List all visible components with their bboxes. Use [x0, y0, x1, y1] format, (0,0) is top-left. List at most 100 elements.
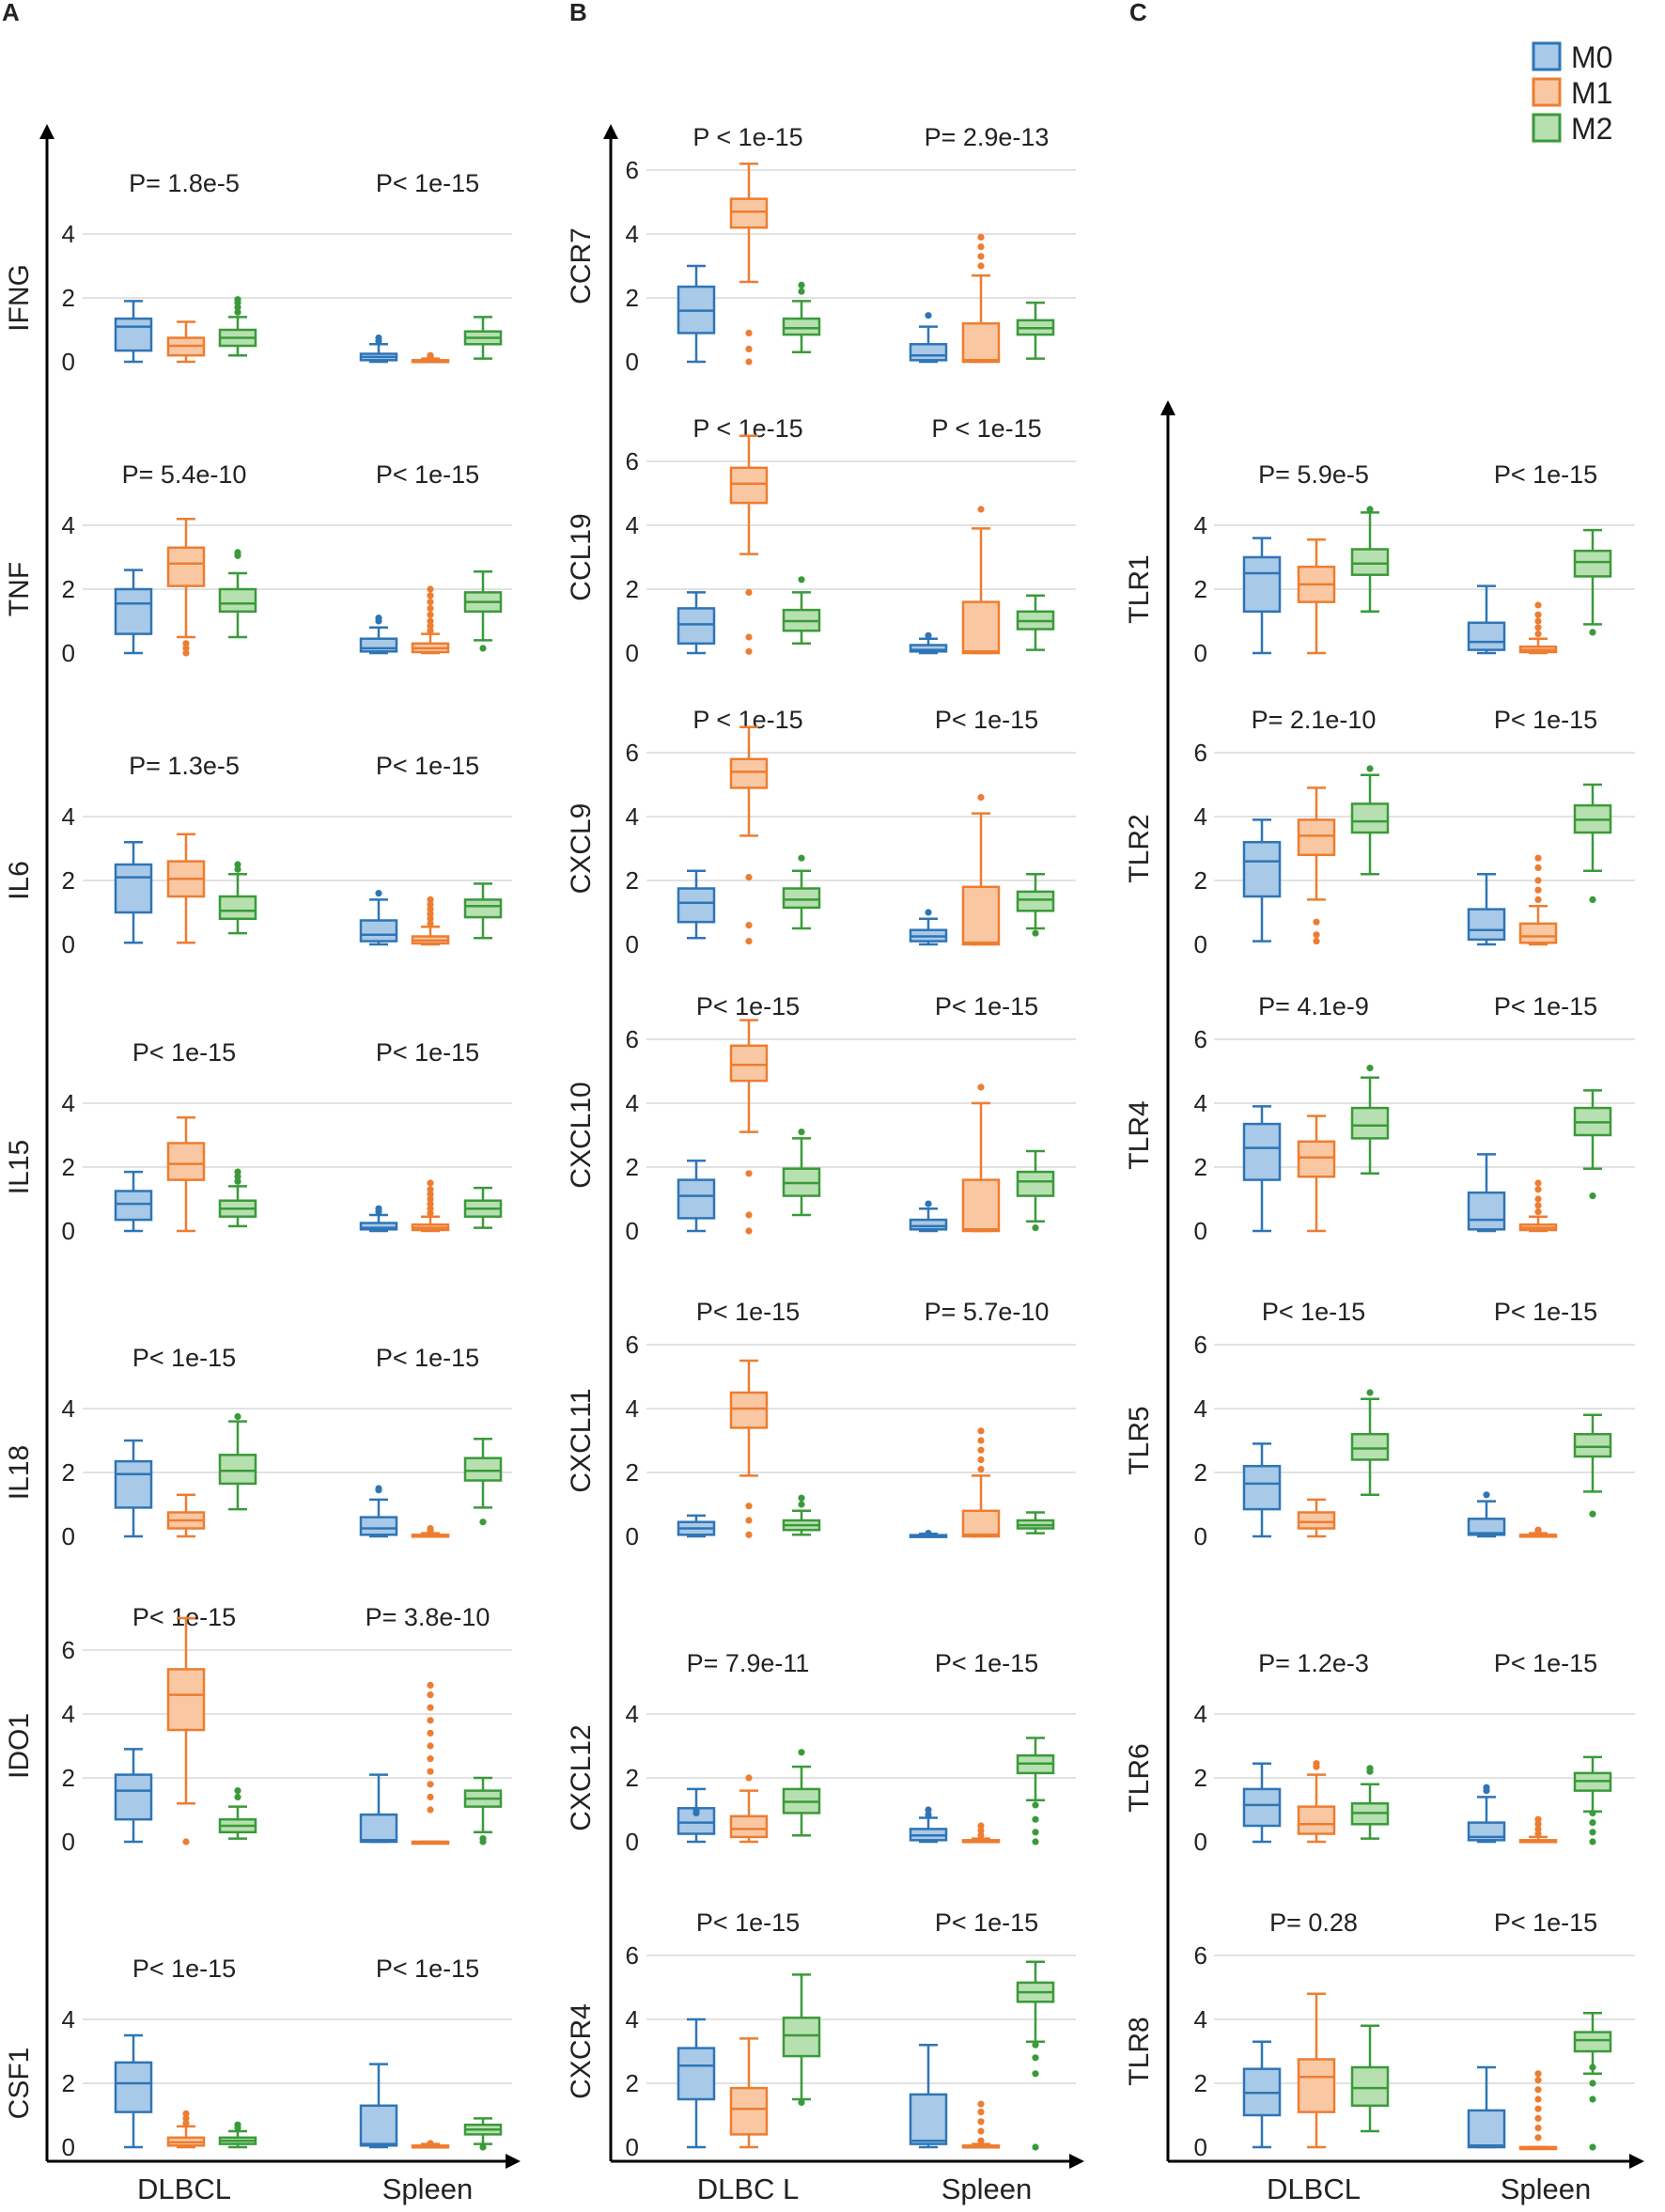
y-tick-label: 4	[1194, 2005, 1207, 2033]
outlier-point	[427, 1195, 434, 1203]
box-m1	[166, 320, 206, 364]
legend: M0 M1 M2	[1532, 40, 1612, 146]
outlier-point	[1534, 2070, 1542, 2078]
outlier-point	[925, 1530, 932, 1537]
box-m2	[463, 1186, 503, 1229]
box-iqr	[1297, 1140, 1336, 1178]
legend-label-m0: M0	[1571, 40, 1612, 74]
outlier-point	[977, 506, 985, 513]
subplot-tlr5: 0 2 4 6 TLR5 P< 1e-15 P< 1e-15	[1124, 1298, 1635, 1550]
outlier-point	[977, 233, 985, 241]
gene-label-tnf: TNF	[4, 562, 35, 616]
y-tick-label: 0	[1194, 930, 1207, 958]
outlier-point	[479, 1835, 487, 1843]
box-m1	[961, 1083, 1001, 1233]
box-iqr	[677, 1178, 716, 1220]
outlier-point	[427, 351, 434, 359]
outlier-point	[427, 585, 434, 593]
gene-label-cxcr4: CXCR4	[566, 2003, 597, 2099]
p-value-label: P< 1e-15	[376, 1038, 479, 1067]
outlier-point	[375, 1485, 382, 1492]
box-m1	[729, 1019, 769, 1235]
outlier-point	[427, 1742, 434, 1750]
outlier-point	[977, 1827, 985, 1834]
box-m2	[1350, 506, 1390, 614]
p-value-label: P< 1e-15	[376, 1344, 479, 1372]
outlier-point	[977, 1083, 985, 1091]
box-m1	[729, 1359, 769, 1538]
box-m1	[166, 1493, 206, 1538]
p-value-label: P< 1e-15	[132, 1955, 236, 1983]
outlier-point	[1534, 2077, 1542, 2084]
legend-label-m1: M1	[1571, 76, 1612, 110]
box-iqr	[1573, 2031, 1612, 2053]
outlier-point	[182, 2119, 190, 2127]
box-iqr	[677, 607, 716, 646]
p-value-label: P< 1e-15	[696, 1298, 800, 1326]
y-tick-label: 4	[626, 802, 639, 831]
outlier-point	[234, 308, 241, 316]
y-tick-label: 0	[62, 1828, 75, 1856]
box-iqr	[1467, 1518, 1506, 1536]
x-axis-arrow-b	[1069, 2154, 1084, 2169]
y-tick-label: 6	[1194, 739, 1207, 767]
y-tick-label: 4	[62, 1089, 75, 1117]
box-iqr	[1573, 549, 1612, 578]
box-iqr	[782, 317, 821, 336]
subplot-cxcr4: 0 2 4 6 CXCR4 P< 1e-15 P< 1e-15	[566, 1908, 1076, 2161]
y-tick-label: 4	[1194, 802, 1207, 831]
outlier-point	[375, 334, 382, 342]
p-value-label: P= 1.3e-5	[129, 752, 240, 780]
box-iqr	[729, 1391, 769, 1429]
y-tick-label: 4	[626, 1394, 639, 1423]
p-value-label: P= 0.28	[1269, 1908, 1358, 1937]
outlier-point	[1032, 1829, 1039, 1836]
legend-swatch-m2	[1532, 113, 1562, 143]
box-m1	[729, 725, 769, 945]
box-iqr	[1467, 1821, 1506, 1842]
box-m0	[909, 1530, 948, 1538]
box-m0	[909, 312, 948, 364]
box-m2	[782, 854, 821, 930]
box-m2	[463, 2117, 503, 2151]
outlier-point	[745, 1774, 753, 1782]
x-axis-arrow-c	[1629, 2154, 1644, 2169]
box-iqr	[1467, 1191, 1506, 1231]
box-iqr	[114, 1459, 153, 1509]
outlier-point	[234, 1793, 241, 1800]
outlier-point	[977, 1466, 985, 1473]
outlier-point	[1366, 765, 1374, 772]
outlier-point	[1589, 629, 1596, 636]
outlier-point	[977, 1437, 985, 1444]
box-iqr	[359, 637, 398, 653]
outlier-point	[1589, 1809, 1596, 1816]
outlier-point	[798, 854, 805, 862]
outlier-point	[977, 1446, 985, 1454]
outlier-point	[977, 1427, 985, 1435]
outlier-point	[798, 1749, 805, 1756]
subplot-tlr8: 0 2 4 6 TLR8 P= 0.28 P< 1e-15	[1124, 1908, 1635, 2161]
box-m2	[218, 549, 257, 639]
gene-label-il18: IL18	[4, 1445, 35, 1500]
gene-label-ido1: IDO1	[4, 1713, 35, 1779]
box-m2	[218, 861, 257, 935]
y-tick-label: 0	[626, 1828, 639, 1856]
group-label-a-1: DLBCL	[137, 2173, 231, 2205]
outlier-point	[745, 1517, 753, 1524]
outlier-point	[1589, 2064, 1596, 2071]
outlier-point	[427, 1729, 434, 1737]
outlier-point	[925, 631, 932, 639]
group-label-a-2: Spleen	[382, 2173, 474, 2205]
p-value-label: P < 1e-15	[692, 123, 802, 151]
subplot-cxcl12: 0 2 4 CXCL12 P= 7.9e-11 P< 1e-15	[566, 1649, 1076, 1856]
box-iqr	[961, 321, 1001, 364]
outlier-point	[1534, 1186, 1542, 1193]
box-iqr	[961, 1509, 1001, 1538]
box-m0	[114, 300, 153, 364]
outlier-point	[427, 920, 434, 927]
outlier-point	[234, 1787, 241, 1795]
y-tick-label: 2	[1194, 1153, 1207, 1181]
outlier-point	[798, 2098, 805, 2106]
box-m0	[1242, 1442, 1282, 1538]
